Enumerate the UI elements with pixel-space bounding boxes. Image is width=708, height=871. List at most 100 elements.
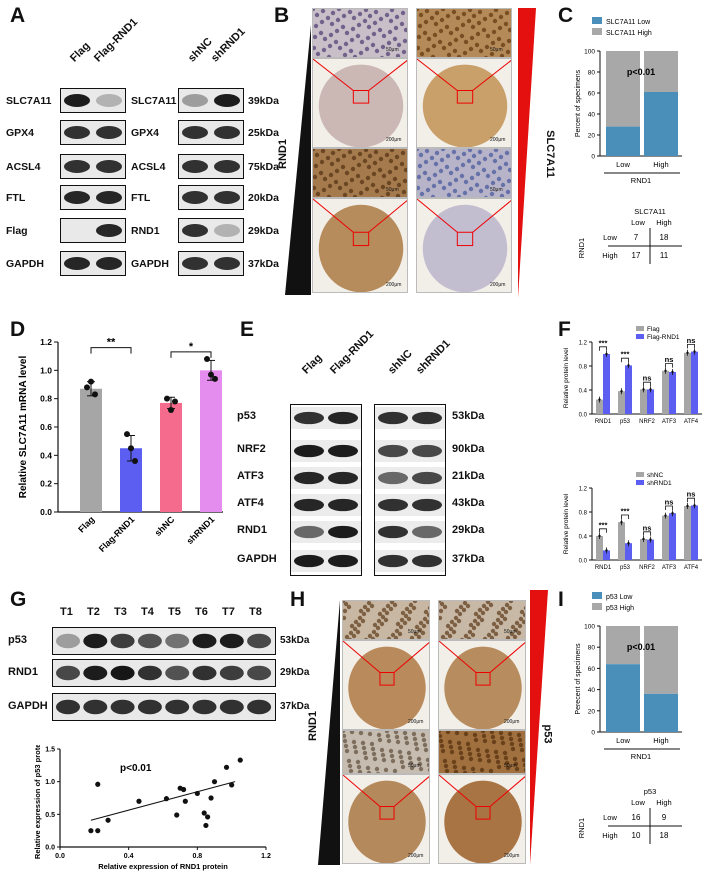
x-tick-label: RND1: [595, 565, 612, 571]
data-point: [642, 537, 645, 541]
y-tick-label: 80: [588, 645, 596, 652]
data-point: [128, 445, 134, 452]
bar: [603, 354, 610, 414]
ihc-magnified-view: [416, 8, 512, 58]
data-point: [88, 378, 94, 385]
data-point: [649, 538, 652, 541]
scale-bar-label: 50μm: [386, 47, 399, 53]
significance-label: ns: [643, 374, 652, 383]
kda-label: 39kDa: [248, 95, 279, 107]
data-point: [620, 390, 623, 393]
data-point: [208, 371, 214, 378]
rnd1-axis-label: RND1: [276, 139, 289, 169]
p53-axis-label: p53: [541, 724, 554, 744]
data-point: [693, 350, 696, 353]
x-tick-label: Low: [616, 160, 630, 169]
data-point: [136, 798, 142, 804]
panel-label-h: H: [290, 588, 306, 611]
kda-label: 75kDa: [248, 161, 279, 173]
data-point: [182, 798, 188, 804]
y-tick-label: 0: [591, 154, 595, 161]
bar: [120, 448, 142, 512]
legend-swatch-low: [592, 592, 602, 599]
blot-band: [178, 120, 244, 145]
y-tick-label: 1.0: [45, 779, 55, 786]
data-point: [627, 542, 630, 545]
bar: [691, 351, 698, 414]
protein-label: RND1: [131, 225, 160, 237]
x-tick-label: Low: [616, 736, 630, 745]
significance-label: ns: [687, 336, 696, 345]
ihc-tissue-core: [438, 774, 526, 864]
x-tick-label: shNC: [153, 514, 177, 538]
blot-band: [52, 693, 276, 721]
y-tick-label: 0: [591, 730, 595, 737]
ihc-tissue-core: [416, 58, 512, 148]
x-axis-label: Relative expression of RND1 protein: [98, 862, 228, 871]
data-point: [693, 504, 696, 507]
panel-i-chart: p53 Low p53 High 0 20 40 60 80 100 Perecent of …: [575, 592, 682, 844]
table-col-label: Low: [631, 218, 645, 227]
scale-bar-label: 200μm: [504, 853, 520, 859]
p53-gradient-wedge: [530, 590, 548, 865]
table-cell: 10: [632, 831, 641, 840]
y-axis-label: Perecent of specimens: [575, 643, 582, 715]
data-point: [620, 521, 623, 524]
legend-label: Flag: [647, 326, 660, 333]
y-tick-label: 1.0: [40, 365, 52, 375]
data-point: [174, 812, 180, 818]
panel-label-c: C: [558, 4, 574, 27]
blot-band: [178, 185, 244, 210]
bar: [625, 543, 632, 560]
p-value-label: p<0.01: [627, 642, 655, 652]
protein-label: p53: [237, 410, 256, 422]
data-point: [105, 817, 111, 823]
table-row-header: RND1: [577, 238, 586, 258]
table-col-header: p53: [644, 787, 657, 796]
data-point: [164, 395, 170, 402]
lane-label: T8: [249, 606, 262, 618]
panel-label-g: G: [10, 588, 27, 611]
kda-label: 53kDa: [452, 410, 485, 422]
data-point: [204, 356, 210, 362]
significance-bracket: [643, 381, 651, 387]
data-point: [598, 398, 601, 401]
x-tick-label: High: [653, 160, 668, 169]
blot-band: [375, 440, 445, 462]
ihc-magnified-view: [312, 148, 408, 198]
lane-label: T1: [60, 606, 73, 618]
table-cell: 16: [632, 813, 641, 822]
protein-label: p53: [8, 634, 27, 646]
scale-bar-label: 200μm: [408, 853, 424, 859]
data-point: [132, 458, 138, 464]
x-tick-label: 0.8: [192, 853, 202, 860]
lane-label: T3: [114, 606, 127, 618]
blot-band: [178, 88, 244, 113]
table-col-header: SLC7A11: [634, 207, 666, 216]
data-point: [124, 431, 130, 438]
legend-swatch: [636, 472, 644, 477]
lane-label: shNC: [186, 35, 215, 65]
significance-label: ***: [621, 350, 630, 359]
y-tick-label: 40: [588, 112, 596, 119]
data-point: [598, 534, 601, 538]
significance-label: ***: [599, 520, 608, 529]
data-point: [671, 370, 674, 374]
significance-bracket: [170, 351, 212, 358]
protein-label: GAPDH: [131, 258, 169, 270]
kda-label: 37kDa: [280, 701, 310, 712]
significance-label: ***: [621, 507, 630, 516]
data-point: [605, 352, 608, 356]
x-axis-label: RND1: [631, 176, 651, 185]
table-cell: 18: [660, 831, 669, 840]
x-tick-label: High: [653, 736, 668, 745]
kda-label: 25kDa: [248, 127, 279, 139]
blot-band: [291, 407, 361, 429]
panel-c-chart: SLC7A11 Low SLC7A11 High 0 20 40 60 80 100 Perc…: [575, 17, 682, 264]
data-point: [92, 391, 98, 398]
lane-label: shRND1: [414, 337, 453, 377]
legend-label-high: SLC7A11 High: [606, 30, 652, 37]
bar: [662, 370, 669, 414]
legend-label: shNC: [647, 472, 664, 479]
y-tick-label: 0.0: [579, 413, 588, 419]
